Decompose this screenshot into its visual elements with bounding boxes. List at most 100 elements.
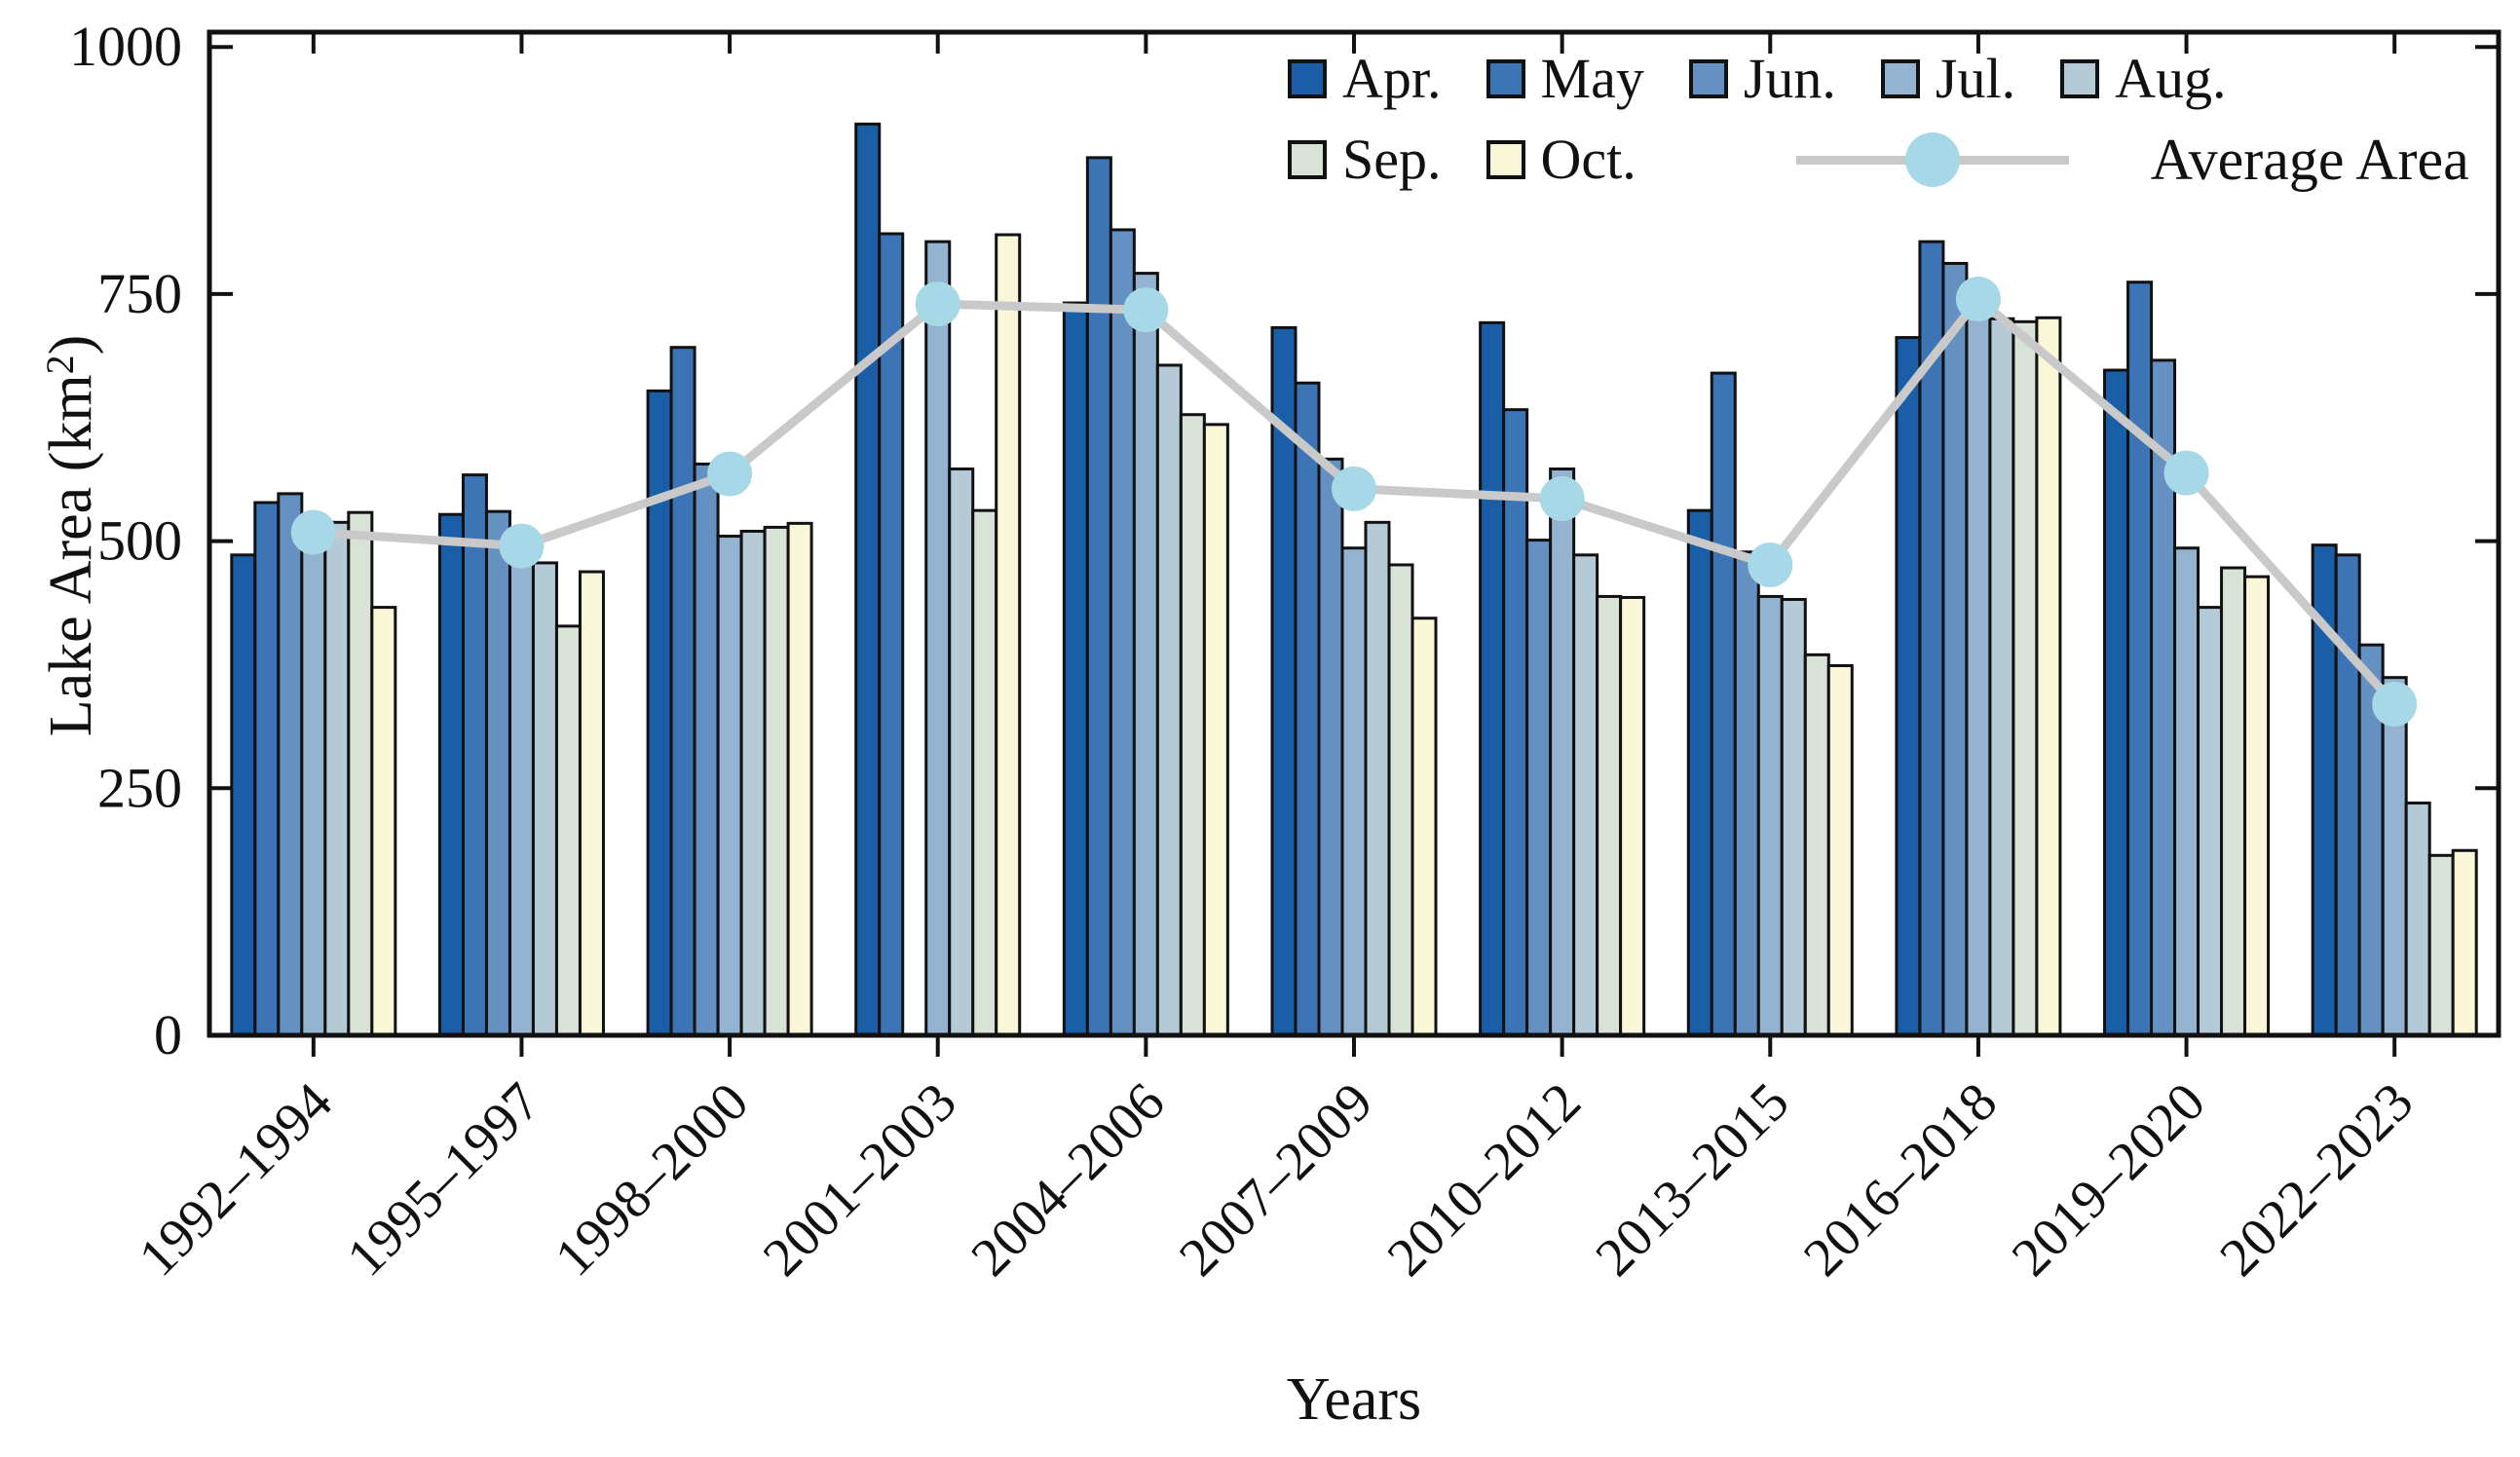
bar-May-2013–2015 (1710, 371, 1737, 1037)
bar-Aug-2004–2006 (1155, 363, 1183, 1037)
bar-Sep-1992–1994 (347, 510, 374, 1037)
legend-item-Jul: Jul. (1880, 51, 2015, 107)
bar-Aug-2001–2003 (948, 467, 975, 1037)
bar-Sep-2019–2020 (2220, 566, 2247, 1037)
bar-Jul-2007–2009 (1340, 546, 1368, 1037)
bar-Oct-2004–2006 (1202, 423, 1229, 1037)
bar-May-2019–2020 (2126, 280, 2154, 1037)
bar-Apr-1995–1997 (437, 512, 465, 1037)
average-marker-2004–2006 (1123, 287, 1169, 333)
legend-item-Apr: Apr. (1288, 51, 1442, 107)
bar-Jul-1992–1994 (300, 531, 327, 1037)
bar-Jul-2016–2018 (1965, 290, 1992, 1037)
bar-Aug-2010–2012 (1572, 553, 1599, 1037)
bar-Jul-1995–1997 (508, 560, 535, 1037)
bar-Aug-2013–2015 (1780, 597, 1807, 1037)
bar-Sep-2022–2023 (2427, 853, 2455, 1037)
legend-item-Jun-swatch (1688, 59, 1728, 98)
legend-average-sample (1795, 129, 2069, 191)
bar-Sep-1998–2000 (763, 525, 790, 1037)
legend-item-Oct-label: Oct. (1540, 128, 1636, 191)
bar-Oct-1998–2000 (786, 521, 813, 1037)
legend-item-Oct-swatch (1486, 140, 1525, 179)
y-axis-title-text: Lake Area (km (38, 374, 104, 737)
bar-Sep-2007–2009 (1387, 563, 1414, 1037)
bar-Jun-2004–2006 (1109, 228, 1136, 1037)
bar-Sep-2004–2006 (1179, 413, 1206, 1037)
legend-row-1: Apr. May Jun. Jul. Aug. (1288, 51, 2469, 107)
legend-item-Sep-swatch (1288, 140, 1327, 179)
legend-item-Jun-label: Jun. (1743, 47, 1836, 110)
x-tick-label-2022–2023: 2022–2023 (2208, 1071, 2425, 1288)
bar-Oct-2013–2015 (1826, 663, 1854, 1037)
average-marker-1995–1997 (499, 523, 545, 569)
bar-May-1992–1994 (253, 501, 281, 1037)
y-tick-label-500: 500 (97, 509, 182, 573)
bar-Apr-2004–2006 (1062, 301, 1089, 1037)
legend-item-May-swatch (1486, 59, 1525, 98)
bar-Oct-2001–2003 (995, 233, 1022, 1037)
average-marker-2001–2003 (915, 281, 960, 327)
bar-Aug-2019–2020 (2197, 606, 2224, 1037)
bar-Jul-2022–2023 (2381, 676, 2408, 1037)
legend-average-label: Average Area (2150, 128, 2469, 192)
bar-Sep-2001–2003 (971, 508, 998, 1037)
bar-May-2010–2012 (1502, 408, 1529, 1037)
legend-item-Apr-label: Apr. (1342, 47, 1442, 110)
bar-Jul-2013–2015 (1756, 594, 1784, 1037)
x-tick-label-2010–2012: 2010–2012 (1376, 1071, 1593, 1288)
y-tick-label-1000: 1000 (69, 15, 182, 78)
bar-Apr-1992–1994 (230, 553, 257, 1037)
bar-Jun-2007–2009 (1317, 457, 1344, 1037)
legend-item-Sep-label: Sep. (1342, 128, 1442, 191)
average-marker-2010–2012 (1539, 475, 1585, 521)
bar-Oct-1995–1997 (578, 570, 605, 1037)
bar-Apr-2016–2018 (1895, 336, 1922, 1037)
bar-Jul-2010–2012 (1549, 467, 1576, 1037)
bar-Oct-2010–2012 (1619, 595, 1646, 1037)
bar-Oct-2007–2009 (1410, 616, 1438, 1037)
legend-item-Oct: Oct. (1486, 131, 1636, 188)
bar-Aug-2022–2023 (2404, 802, 2431, 1037)
legend-item-Jun: Jun. (1688, 47, 1836, 110)
x-tick-label-2004–2006: 2004–2006 (960, 1071, 1177, 1288)
bar-May-2007–2009 (1294, 381, 1321, 1037)
bar-Oct-1992–1994 (370, 606, 397, 1037)
legend-item-Aug-label: Aug. (2115, 47, 2227, 110)
bar-Jun-2013–2015 (1733, 550, 1760, 1037)
legend-item-Aug: Aug. (2060, 51, 2226, 107)
y-tick-label-250: 250 (97, 756, 182, 819)
y-tick-label-0: 0 (154, 1003, 182, 1066)
bar-Aug-2007–2009 (1364, 520, 1391, 1037)
legend-item-Apr-swatch (1288, 59, 1327, 98)
x-tick-label-2016–2018: 2016–2018 (1792, 1071, 2009, 1288)
bar-Sep-2016–2018 (2012, 319, 2039, 1037)
y-axis-title-superscript: 2 (38, 355, 82, 375)
bar-Oct-2016–2018 (2035, 316, 2062, 1037)
bar-Aug-1992–1994 (323, 520, 351, 1037)
legend-average-marker-icon (1904, 132, 1960, 187)
y-axis-title-close: ) (38, 334, 104, 355)
legend-item-May-label: May (1540, 47, 1644, 110)
bar-Sep-1995–1997 (554, 624, 582, 1037)
x-tick-label-2007–2009: 2007–2009 (1168, 1071, 1384, 1288)
legend: Apr. May Jun. Jul. Aug. Sep. Oct. Average Area (1288, 51, 2469, 191)
legend-item-Sep: Sep. (1288, 131, 1442, 188)
bar-Jul-2004–2006 (1132, 272, 1159, 1037)
bar-Sep-2013–2015 (1803, 653, 1830, 1037)
average-marker-2007–2009 (1332, 466, 1376, 511)
bar-Jul-2019–2020 (2173, 546, 2200, 1037)
bar-Sep-2010–2012 (1596, 594, 1623, 1037)
y-tick-label-750: 750 (97, 262, 182, 325)
bar-Jul-1998–2000 (716, 535, 743, 1037)
average-marker-2016–2018 (1955, 276, 2001, 321)
bar-Jun-1992–1994 (277, 492, 304, 1037)
bar-Aug-2016–2018 (1988, 317, 2015, 1037)
bar-Apr-2019–2020 (2103, 368, 2130, 1037)
average-marker-1998–2000 (707, 451, 753, 497)
average-marker-1992–1994 (290, 509, 336, 555)
bar-Apr-2010–2012 (1479, 320, 1506, 1037)
bar-Jun-1998–2000 (693, 462, 720, 1037)
